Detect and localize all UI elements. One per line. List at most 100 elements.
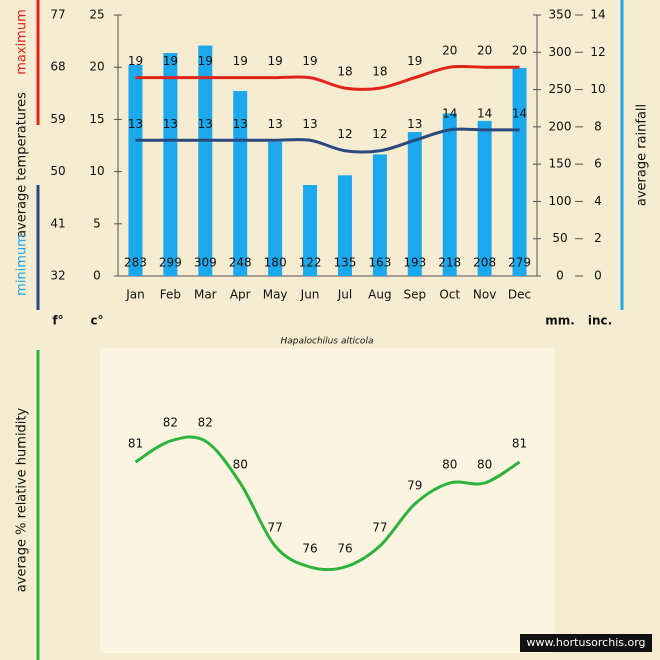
footer: www.hortusorchis.org bbox=[526, 636, 645, 649]
value-label: 20 bbox=[442, 44, 457, 58]
value-label: 81 bbox=[512, 437, 527, 451]
value-label: 82 bbox=[163, 416, 178, 430]
rain-bar bbox=[512, 67, 527, 277]
fticks-label: 68 bbox=[50, 60, 65, 74]
y3ticks-label: 0 bbox=[594, 269, 602, 283]
rain-bar bbox=[268, 141, 283, 276]
y3ticks-label: 6 bbox=[594, 157, 602, 171]
y3ticks-label: 4 bbox=[594, 194, 602, 208]
value-label: 77 bbox=[267, 521, 282, 535]
value-label: 20 bbox=[512, 44, 527, 58]
value-label: 76 bbox=[337, 542, 352, 556]
y2ticks-label: 50 bbox=[552, 231, 567, 245]
value-label: 14 bbox=[512, 106, 527, 120]
x-tick-label: Apr bbox=[230, 288, 251, 302]
unit-in: inc. bbox=[588, 314, 612, 328]
value-label: 299 bbox=[159, 256, 182, 270]
value-label: 19 bbox=[233, 54, 248, 68]
value-label: 76 bbox=[302, 542, 317, 556]
y2ticks-label: 150 bbox=[549, 157, 572, 171]
value-label: 12 bbox=[337, 127, 352, 141]
value-label: 82 bbox=[198, 416, 213, 430]
y2ticks-label: 250 bbox=[549, 82, 572, 96]
unit-c: c° bbox=[90, 314, 103, 328]
x-tick-label: Aug bbox=[368, 288, 391, 302]
y3ticks-label: 8 bbox=[594, 119, 602, 133]
value-label: 19 bbox=[163, 54, 178, 68]
x-tick-label: Sep bbox=[403, 288, 426, 302]
value-label: 19 bbox=[407, 54, 422, 68]
value-label: 13 bbox=[163, 117, 178, 131]
rain-bar bbox=[163, 53, 178, 276]
value-label: 163 bbox=[368, 256, 391, 270]
fticks-label: 50 bbox=[50, 164, 65, 178]
y2ticks-label: 0 bbox=[556, 269, 564, 283]
y3ticks-label: 10 bbox=[590, 82, 605, 96]
fticks-label: 59 bbox=[50, 112, 65, 126]
humidity-panel bbox=[100, 348, 555, 653]
humidity-label: average % relative humidity bbox=[15, 407, 30, 592]
fticks-label: 41 bbox=[50, 216, 65, 230]
fticks-label: 77 bbox=[50, 8, 65, 22]
min-label: minimum bbox=[15, 234, 30, 296]
y2ticks-label: 350 bbox=[549, 8, 572, 22]
yticks-label: 20 bbox=[89, 60, 104, 74]
value-label: 283 bbox=[124, 256, 147, 270]
max-label: maximum bbox=[15, 9, 30, 75]
value-label: 13 bbox=[302, 117, 317, 131]
x-tick-label: May bbox=[263, 288, 288, 302]
value-label: 218 bbox=[438, 256, 461, 270]
value-label: 79 bbox=[407, 479, 422, 493]
value-label: 77 bbox=[372, 521, 387, 535]
rain-bar bbox=[303, 185, 318, 276]
yticks-label: 25 bbox=[89, 8, 104, 22]
rain-bar bbox=[407, 132, 422, 276]
y2ticks-label: 300 bbox=[549, 45, 572, 59]
value-label: 13 bbox=[233, 117, 248, 131]
rain-bar bbox=[233, 91, 248, 276]
x-tick-label: Dec bbox=[508, 288, 531, 302]
temp-line bbox=[135, 64, 520, 91]
temp-label: average temperatures bbox=[15, 92, 30, 238]
value-label: 12 bbox=[372, 127, 387, 141]
value-label: 18 bbox=[372, 65, 387, 79]
value-label: 208 bbox=[473, 256, 496, 270]
unit-mm: mm. bbox=[545, 314, 575, 328]
value-label: 180 bbox=[264, 256, 287, 270]
x-tick-label: Mar bbox=[194, 288, 217, 302]
value-label: 14 bbox=[442, 106, 457, 120]
value-label: 309 bbox=[194, 256, 217, 270]
y3ticks-label: 12 bbox=[590, 45, 605, 59]
value-label: 18 bbox=[337, 65, 352, 79]
value-label: 13 bbox=[128, 117, 143, 131]
value-label: 19 bbox=[198, 54, 213, 68]
footer-bg bbox=[520, 634, 652, 652]
value-label: 80 bbox=[442, 458, 457, 472]
yticks-label: 15 bbox=[89, 112, 104, 126]
rain-bar bbox=[198, 45, 213, 277]
value-label: 80 bbox=[233, 458, 248, 472]
x-tick-label: Oct bbox=[439, 288, 460, 302]
humidity-line bbox=[134, 435, 521, 572]
value-label: 19 bbox=[128, 54, 143, 68]
rain-bar bbox=[337, 175, 352, 276]
value-label: 13 bbox=[198, 117, 213, 131]
value-label: 248 bbox=[229, 256, 252, 270]
value-label: 122 bbox=[299, 256, 322, 270]
rain-bar bbox=[372, 154, 387, 276]
fticks-label: 32 bbox=[50, 269, 65, 283]
rain-bar bbox=[128, 64, 143, 276]
x-tick-label: Jan bbox=[125, 288, 145, 302]
x-tick-label: Feb bbox=[160, 288, 181, 302]
yticks-label: 5 bbox=[93, 216, 101, 230]
y2ticks-label: 200 bbox=[549, 119, 572, 133]
y3ticks-label: 2 bbox=[594, 231, 602, 245]
value-label: 19 bbox=[302, 54, 317, 68]
value-label: 20 bbox=[477, 44, 492, 58]
rain-bar bbox=[442, 113, 457, 276]
value-label: 80 bbox=[477, 458, 492, 472]
x-tick-label: Jul bbox=[337, 288, 352, 302]
yticks-label: 0 bbox=[93, 269, 101, 283]
value-label: 81 bbox=[128, 437, 143, 451]
